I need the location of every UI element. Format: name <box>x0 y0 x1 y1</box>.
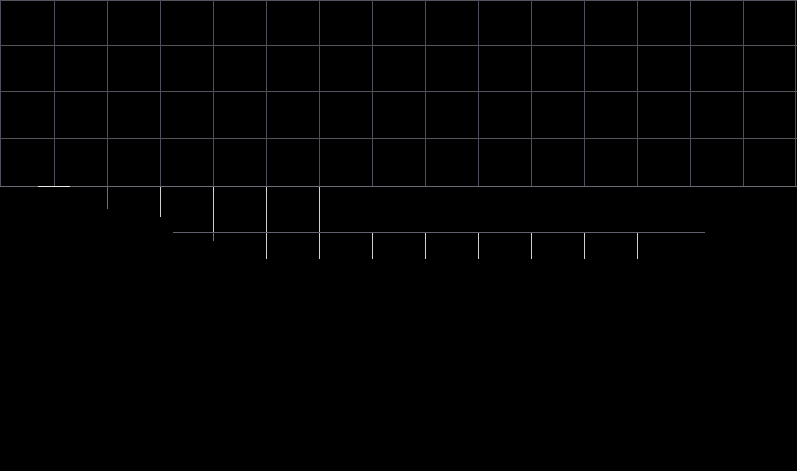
secondary-axis-tick <box>531 233 532 259</box>
gridline-vertical <box>531 0 532 186</box>
secondary-axis-line <box>173 232 705 233</box>
secondary-axis-tick <box>478 233 479 259</box>
gridline-horizontal <box>0 91 797 92</box>
secondary-axis-tick <box>637 233 638 259</box>
axis-highlight-segment <box>38 186 70 187</box>
axis-tick <box>107 187 108 209</box>
secondary-axis-tick <box>584 233 585 259</box>
secondary-axis-tick <box>372 233 373 259</box>
secondary-axis-tick <box>266 233 267 259</box>
secondary-axis-tick <box>319 233 320 259</box>
gridline-vertical <box>213 0 214 186</box>
gridline-vertical <box>319 0 320 186</box>
gridline-horizontal <box>0 138 797 139</box>
gridline-vertical <box>478 0 479 186</box>
gridline-vertical <box>795 0 796 186</box>
gridline-vertical <box>637 0 638 186</box>
axis-tick <box>266 187 267 234</box>
axis-tick <box>160 187 161 217</box>
empty-lower-region <box>0 260 797 471</box>
gridline-vertical <box>160 0 161 186</box>
gridline-vertical <box>266 0 267 186</box>
gridline-vertical <box>372 0 373 186</box>
gridline-horizontal <box>0 45 797 46</box>
chart-plot-area[interactable] <box>0 0 797 187</box>
gridline-vertical <box>425 0 426 186</box>
gridline-vertical <box>107 0 108 186</box>
axis-tick <box>213 187 214 234</box>
gridline-vertical <box>584 0 585 186</box>
axis-tick <box>319 187 320 234</box>
secondary-axis-tick <box>213 233 214 241</box>
gridline-vertical <box>743 0 744 186</box>
secondary-axis-tick <box>425 233 426 259</box>
gridline-horizontal <box>0 0 797 1</box>
gridline-vertical <box>54 0 55 186</box>
gridline-vertical <box>690 0 691 186</box>
lower-region-label <box>0 260 1 261</box>
primary-axis-line <box>0 186 797 187</box>
gridline-vertical <box>0 0 1 186</box>
